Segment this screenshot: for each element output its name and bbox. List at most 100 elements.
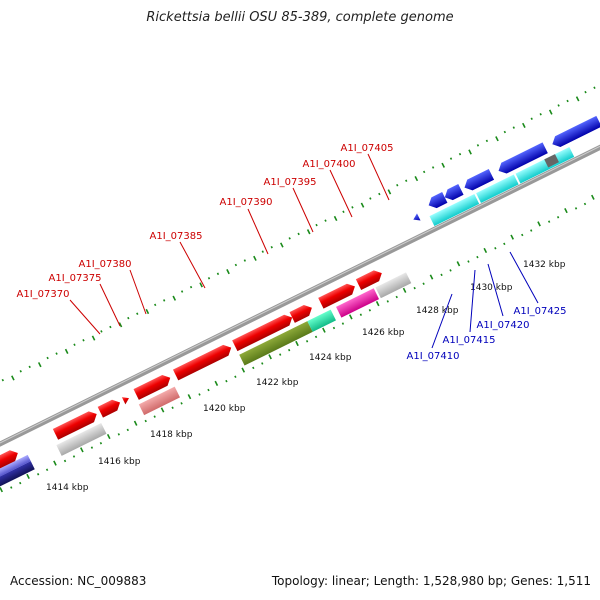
- gene-red-e[interactable]: [172, 342, 234, 381]
- ruler-tick: [37, 362, 42, 368]
- gene-label-07420[interactable]: A1I_07420: [477, 320, 530, 331]
- gene-cyan-1[interactable]: [429, 193, 480, 226]
- ruler-tick: [495, 136, 499, 142]
- ruler-tick: [241, 367, 246, 373]
- ruler-tick: [64, 348, 69, 354]
- ruler-tick: [369, 197, 372, 200]
- ruler-tick: [305, 340, 309, 343]
- ruler-tick: [243, 259, 247, 262]
- ruler-tick: [574, 207, 578, 210]
- ruler-tick: [429, 274, 434, 280]
- gene-red-g[interactable]: [289, 302, 315, 323]
- ruler-tick: [261, 362, 264, 365]
- gene-label-07405[interactable]: A1I_07405: [341, 143, 394, 154]
- gene-label-07395[interactable]: A1I_07395: [264, 177, 317, 188]
- gene-blue-1[interactable]: [426, 192, 448, 211]
- ruler-tick: [19, 481, 22, 485]
- gene-red-b[interactable]: [52, 409, 100, 440]
- gene-label-07425[interactable]: A1I_07425: [514, 306, 567, 317]
- ruler-tick: [133, 420, 138, 426]
- ruler-tick: [512, 126, 515, 129]
- genome-summary-text: Topology: linear; Length: 1,528,980 bp; …: [271, 574, 591, 588]
- gene-red-small[interactable]: [121, 395, 131, 405]
- ruler-tick: [189, 285, 193, 289]
- scale-label-1430: 1430 kbp: [470, 283, 513, 293]
- ruler-tick: [375, 301, 380, 307]
- ruler-tick: [494, 247, 497, 250]
- ruler-tick: [468, 149, 472, 155]
- gene-label-07385[interactable]: A1I_07385: [150, 231, 203, 242]
- gene-pink[interactable]: [138, 386, 180, 416]
- gene-cyan-2[interactable]: [476, 174, 519, 203]
- gene-magenta[interactable]: [336, 288, 380, 318]
- ruler-tick: [378, 192, 381, 196]
- ruler-tick: [287, 348, 291, 352]
- ruler-tick: [396, 183, 399, 187]
- ruler-tick: [360, 202, 365, 208]
- scale-label-1424: 1424 kbp: [309, 353, 352, 363]
- ruler-tick: [440, 273, 443, 277]
- gene-label-07390[interactable]: A1I_07390: [220, 197, 273, 208]
- reverse-dot-ruler: [1, 86, 596, 382]
- gene-label-07380[interactable]: A1I_07380: [79, 259, 132, 270]
- gene-red-f[interactable]: [232, 312, 295, 352]
- gene-navy[interactable]: [0, 461, 35, 487]
- forward-gene-row-2: [0, 268, 385, 473]
- gene-blue-3[interactable]: [462, 168, 495, 193]
- ruler-tick: [207, 276, 211, 280]
- ruler-tick: [295, 340, 299, 347]
- gene-red-a[interactable]: [0, 448, 21, 473]
- callout-line-07395: [292, 187, 314, 233]
- gene-blue-tiny[interactable]: [412, 213, 421, 223]
- ruler-tick: [467, 260, 470, 263]
- accession-text: Accession: NC_009883: [10, 574, 147, 588]
- ruler-tick: [395, 295, 398, 299]
- callout-line-07415: [469, 269, 476, 333]
- scale-label-1418: 1418 kbp: [150, 430, 193, 440]
- ruler-tick: [180, 402, 183, 405]
- gene-dark-gray[interactable]: [544, 154, 559, 168]
- callout-line-07425: [509, 251, 539, 304]
- gene-gray-2[interactable]: [375, 272, 412, 299]
- ruler-tick: [449, 157, 453, 160]
- ruler-tick: [584, 90, 587, 94]
- ruler-tick: [441, 162, 446, 168]
- gene-red-c[interactable]: [97, 397, 123, 418]
- ruler-tick: [530, 117, 533, 120]
- ruler-tick: [109, 325, 112, 329]
- ruler-tick: [537, 221, 541, 227]
- gene-label-07400[interactable]: A1I_07400: [303, 159, 356, 170]
- ruler-tick: [422, 170, 426, 174]
- gene-cyan-3[interactable]: [515, 146, 575, 184]
- ruler-tick: [55, 352, 58, 355]
- gene-red-i[interactable]: [355, 268, 385, 291]
- gene-blue-5[interactable]: [550, 115, 600, 150]
- gene-mint[interactable]: [307, 309, 336, 332]
- ruler-tick: [226, 269, 230, 275]
- forward-gene-row-1: [0, 272, 412, 487]
- gene-label-07375[interactable]: A1I_07375: [49, 273, 102, 284]
- ruler-tick: [503, 130, 506, 134]
- gene-label-07410[interactable]: A1I_07410: [407, 351, 460, 362]
- ruler-tick: [10, 486, 13, 489]
- gene-red-d[interactable]: [133, 372, 173, 400]
- ruler-tick: [279, 242, 284, 248]
- gene-olive[interactable]: [239, 321, 313, 366]
- gene-label-07415[interactable]: A1I_07415: [443, 335, 496, 346]
- ruler-tick: [82, 339, 85, 342]
- gene-blue-4[interactable]: [496, 142, 548, 176]
- gene-label-07370[interactable]: A1I_07370: [17, 289, 70, 300]
- ruler-tick: [297, 232, 300, 236]
- ruler-tick: [187, 394, 192, 400]
- ruler-tick: [306, 229, 311, 235]
- gene-blue-2[interactable]: [442, 184, 464, 203]
- ruler-tick: [449, 269, 452, 272]
- ruler-tick: [402, 287, 407, 293]
- ruler-tick: [163, 299, 166, 302]
- ruler-tick: [126, 428, 129, 432]
- gene-gray-1[interactable]: [56, 423, 107, 456]
- scale-label-1426: 1426 kbp: [362, 328, 405, 338]
- gene-red-h[interactable]: [318, 281, 357, 309]
- gene-lavender[interactable]: [0, 454, 31, 479]
